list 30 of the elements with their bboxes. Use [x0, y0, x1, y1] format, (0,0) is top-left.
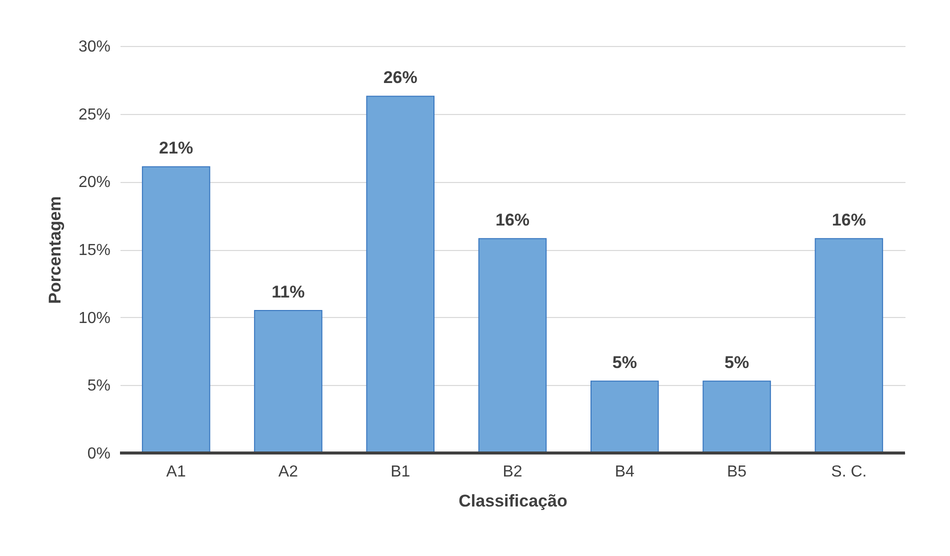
x-tick-label: S. C. [831, 464, 867, 480]
y-tick-label: 30% [78, 38, 110, 56]
data-label: 26% [383, 68, 418, 88]
x-tick-label: B4 [614, 464, 635, 480]
y-tick-label: 10% [78, 310, 110, 327]
data-label: 16% [832, 210, 866, 230]
data-label: 21% [159, 138, 194, 158]
x-tick-label: B5 [726, 464, 747, 480]
bar [702, 380, 771, 454]
bar [366, 96, 434, 454]
bar [254, 310, 322, 454]
x-tick-label: A1 [166, 464, 186, 480]
bar [142, 166, 210, 454]
y-tick-label: 0% [87, 446, 110, 462]
bar [814, 238, 884, 454]
y-tick-label: 25% [78, 106, 110, 124]
data-label: 11% [272, 282, 305, 302]
y-tick-label: 20% [78, 174, 110, 192]
data-label: 5% [612, 353, 637, 372]
bar [590, 380, 659, 454]
x-tick-label: B1 [390, 464, 410, 480]
x-axis-title: Classificação [458, 492, 568, 510]
data-label: 16% [495, 210, 530, 230]
y-axis-title: Porcentagem [45, 196, 64, 304]
x-tick-label: A2 [278, 464, 298, 480]
bar [478, 238, 547, 454]
y-tick-label: 15% [78, 242, 110, 259]
y-tick-label: 5% [87, 378, 110, 395]
x-tick-label: B2 [502, 464, 522, 480]
data-label: 5% [724, 353, 750, 372]
